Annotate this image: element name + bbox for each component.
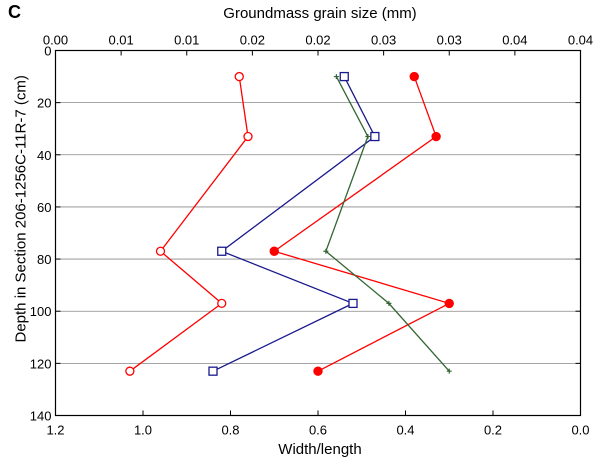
data-point-plus xyxy=(446,368,452,374)
data-point-filled-circle xyxy=(409,71,419,82)
data-point-open-circle xyxy=(243,131,253,142)
x-tick-label: 0.6 xyxy=(309,423,327,438)
data-point-plus xyxy=(365,134,371,140)
data-point-open-square xyxy=(339,71,349,82)
plot-frame xyxy=(54,49,582,417)
series-line-filled-circle xyxy=(272,76,451,372)
data-point-open-square xyxy=(217,246,227,256)
data-point-filled-circle xyxy=(431,131,441,142)
x-tick-label: 0.8 xyxy=(221,423,239,438)
y-tick-label: 100 xyxy=(30,304,52,319)
y-axis-title: Depth in Section 206-1256C-11R-7 (cm) xyxy=(12,75,30,343)
data-point-filled-circle xyxy=(444,298,454,309)
x-tick-label: 1.2 xyxy=(46,423,64,438)
x-axis-title: Width/length xyxy=(278,441,362,458)
top-tick-label: 0.04 xyxy=(502,33,527,48)
top-tick-label: 0.00 xyxy=(43,33,68,48)
top-axis-title: Groundmass grain size (mm) xyxy=(223,5,417,22)
top-tick-label: 0.04 xyxy=(568,33,593,48)
data-point-open-square xyxy=(348,298,358,309)
y-tick-label: 120 xyxy=(30,356,52,371)
series-line-open-square xyxy=(212,76,376,372)
series-group xyxy=(125,71,454,376)
top-tick-label: 0.02 xyxy=(305,33,330,48)
panel-label: C xyxy=(8,2,21,22)
grid-lines xyxy=(55,102,581,364)
y-tick-label: 0 xyxy=(44,44,51,59)
series-line-open-circle xyxy=(129,76,249,372)
data-point-filled-circle xyxy=(269,246,279,256)
y-tick-label: 140 xyxy=(30,409,52,424)
y-tick-label: 40 xyxy=(37,148,51,163)
data-point-plus xyxy=(323,248,329,254)
data-point-open-circle xyxy=(125,366,135,376)
top-tick-label: 0.01 xyxy=(174,33,199,48)
data-point-plus xyxy=(333,74,339,80)
x-tick-label: 0.2 xyxy=(484,423,502,438)
top-tick-label: 0.01 xyxy=(108,33,133,48)
top-tick-label: 0.02 xyxy=(240,33,265,48)
top-tick-label: 0.03 xyxy=(437,33,462,48)
y-tick-label: 80 xyxy=(37,252,51,267)
data-point-plus xyxy=(386,300,392,306)
data-point-open-circle xyxy=(217,298,227,309)
data-point-open-square xyxy=(370,131,380,142)
data-point-open-circle xyxy=(234,71,244,82)
y-tick-label: 60 xyxy=(37,200,51,215)
x-tick-label: 0.4 xyxy=(396,423,414,438)
x-tick-label: 0.0 xyxy=(571,423,589,438)
data-point-filled-circle xyxy=(313,366,323,376)
data-point-open-square xyxy=(208,366,218,376)
data-point-open-circle xyxy=(155,246,166,256)
y-tick-label: 20 xyxy=(37,96,51,111)
x-tick-label: 1.0 xyxy=(134,423,152,438)
top-tick-label: 0.03 xyxy=(371,33,396,48)
